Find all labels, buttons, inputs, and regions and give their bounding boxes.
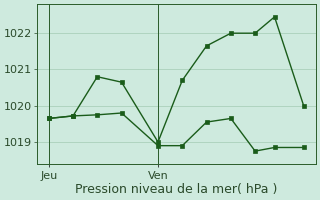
X-axis label: Pression niveau de la mer( hPa ): Pression niveau de la mer( hPa ) xyxy=(75,183,277,196)
